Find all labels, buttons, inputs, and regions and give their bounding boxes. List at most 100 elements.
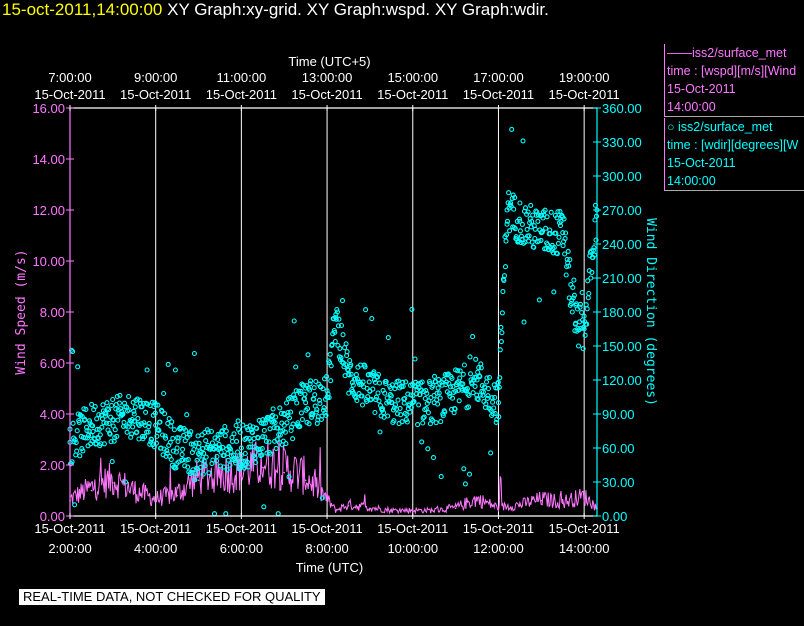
wind-direction-point (103, 420, 110, 426)
wind-direction-point (290, 436, 296, 442)
wind-direction-point (547, 231, 553, 237)
wind-direction-point (288, 409, 294, 415)
wind-direction-point (498, 339, 504, 345)
wind-direction-point (395, 378, 402, 384)
wind-direction-point (92, 404, 98, 410)
wind-direction-point (397, 405, 403, 411)
wind-direction-point (158, 445, 164, 451)
wind-direction-point (572, 321, 578, 327)
wind-direction-point (555, 209, 561, 215)
wind-direction-point (467, 371, 474, 377)
wind-speed-point (347, 505, 350, 507)
wind-direction-point (373, 394, 379, 400)
wind-direction-point (222, 423, 228, 430)
wind-direction-point (517, 228, 523, 234)
wind-direction-point (320, 386, 326, 392)
wind-direction-point (438, 474, 444, 480)
wind-direction-point (192, 471, 199, 477)
wind-direction-point (74, 448, 80, 454)
wind-speed-point (433, 510, 435, 512)
wind-direction-point (492, 394, 498, 401)
wind-direction-point (346, 390, 352, 396)
bottom-tick-time: 8:00:00 (305, 541, 348, 556)
wind-direction-point (206, 470, 212, 476)
wind-direction-point (402, 395, 408, 402)
wind-direction-point (227, 462, 233, 468)
wind-direction-point (106, 421, 112, 427)
wind-direction-point (203, 454, 209, 460)
wind-direction-point (420, 415, 426, 421)
wind-direction-point (503, 238, 509, 244)
wind-direction-point (570, 295, 576, 301)
wind-speed-point (334, 510, 337, 512)
left-axis-title: Wind Speed (m/s) (14, 249, 29, 374)
bottom-tick-date: 15-Oct-2011 (548, 521, 619, 536)
left-tick-label: 14.00 (32, 152, 65, 167)
wind-direction-point (188, 429, 194, 435)
wind-direction-point (382, 390, 388, 396)
wind-direction-point (445, 371, 451, 377)
wind-direction-point (430, 383, 436, 389)
wind-direction-point (302, 385, 309, 391)
wind-direction-series (67, 126, 600, 517)
wind-direction-point (581, 313, 587, 319)
wind-direction-point (313, 409, 319, 415)
wind-direction-point (496, 414, 502, 420)
wind-direction-point (465, 404, 472, 410)
wind-direction-point (388, 393, 394, 399)
wind-direction-point (167, 439, 173, 445)
wind-direction-point (577, 304, 583, 310)
wind-direction-point (495, 400, 502, 406)
wind-direction-point (403, 417, 409, 423)
wind-direction-point (194, 457, 200, 463)
wind-direction-point (284, 420, 290, 426)
wind-direction-point (403, 379, 409, 385)
wind-direction-point (525, 209, 531, 215)
wind-direction-point (261, 427, 267, 434)
bottom-tick-time: 6:00:00 (220, 541, 263, 556)
right-tick-label: 210.00 (602, 271, 642, 286)
top-tick-date: 15-Oct-2011 (548, 87, 619, 102)
wind-direction-point (305, 352, 311, 358)
wind-direction-point (483, 379, 490, 385)
wind-direction-point (93, 440, 99, 447)
right-tick-label: 330.00 (602, 135, 642, 150)
wind-direction-point (464, 386, 470, 392)
wind-direction-point (467, 354, 473, 360)
wind-direction-point (263, 438, 269, 444)
wind-direction-point (473, 356, 479, 362)
wind-direction-point (498, 324, 504, 330)
wind-direction-point (351, 391, 357, 397)
wind-direction-point (347, 357, 353, 364)
wind-direction-point (235, 418, 241, 424)
wind-direction-point (353, 395, 359, 401)
wind-direction-point (82, 435, 88, 441)
wind-direction-point (104, 400, 110, 406)
wind-direction-point (144, 429, 150, 435)
wind-direction-point (556, 234, 562, 240)
wind-direction-point (312, 392, 318, 398)
wind-direction-point (385, 335, 391, 341)
wind-direction-point (180, 446, 186, 452)
wind-direction-point (455, 368, 461, 374)
wind-direction-point (472, 383, 478, 389)
wind-direction-point (557, 209, 563, 215)
wind-direction-point (201, 450, 207, 456)
wind-direction-point (488, 450, 494, 456)
wind-direction-point (114, 433, 120, 439)
bottom-axis-title: Time (UTC) (296, 560, 363, 575)
wind-direction-point (130, 424, 136, 430)
right-tick-label: 60.00 (602, 441, 635, 456)
wind-direction-point (343, 341, 349, 347)
wind-direction-point (332, 338, 338, 345)
wind-direction-point (538, 237, 544, 243)
wind-direction-point (577, 301, 584, 307)
wind-direction-point (314, 407, 320, 413)
wind-direction-point (449, 395, 456, 401)
wind-direction-point (170, 448, 176, 454)
wind-direction-point (195, 433, 201, 439)
right-axis-title: Wind Direction (degrees) (643, 218, 658, 406)
wind-direction-point (152, 410, 158, 416)
wind-direction-point (585, 295, 591, 301)
